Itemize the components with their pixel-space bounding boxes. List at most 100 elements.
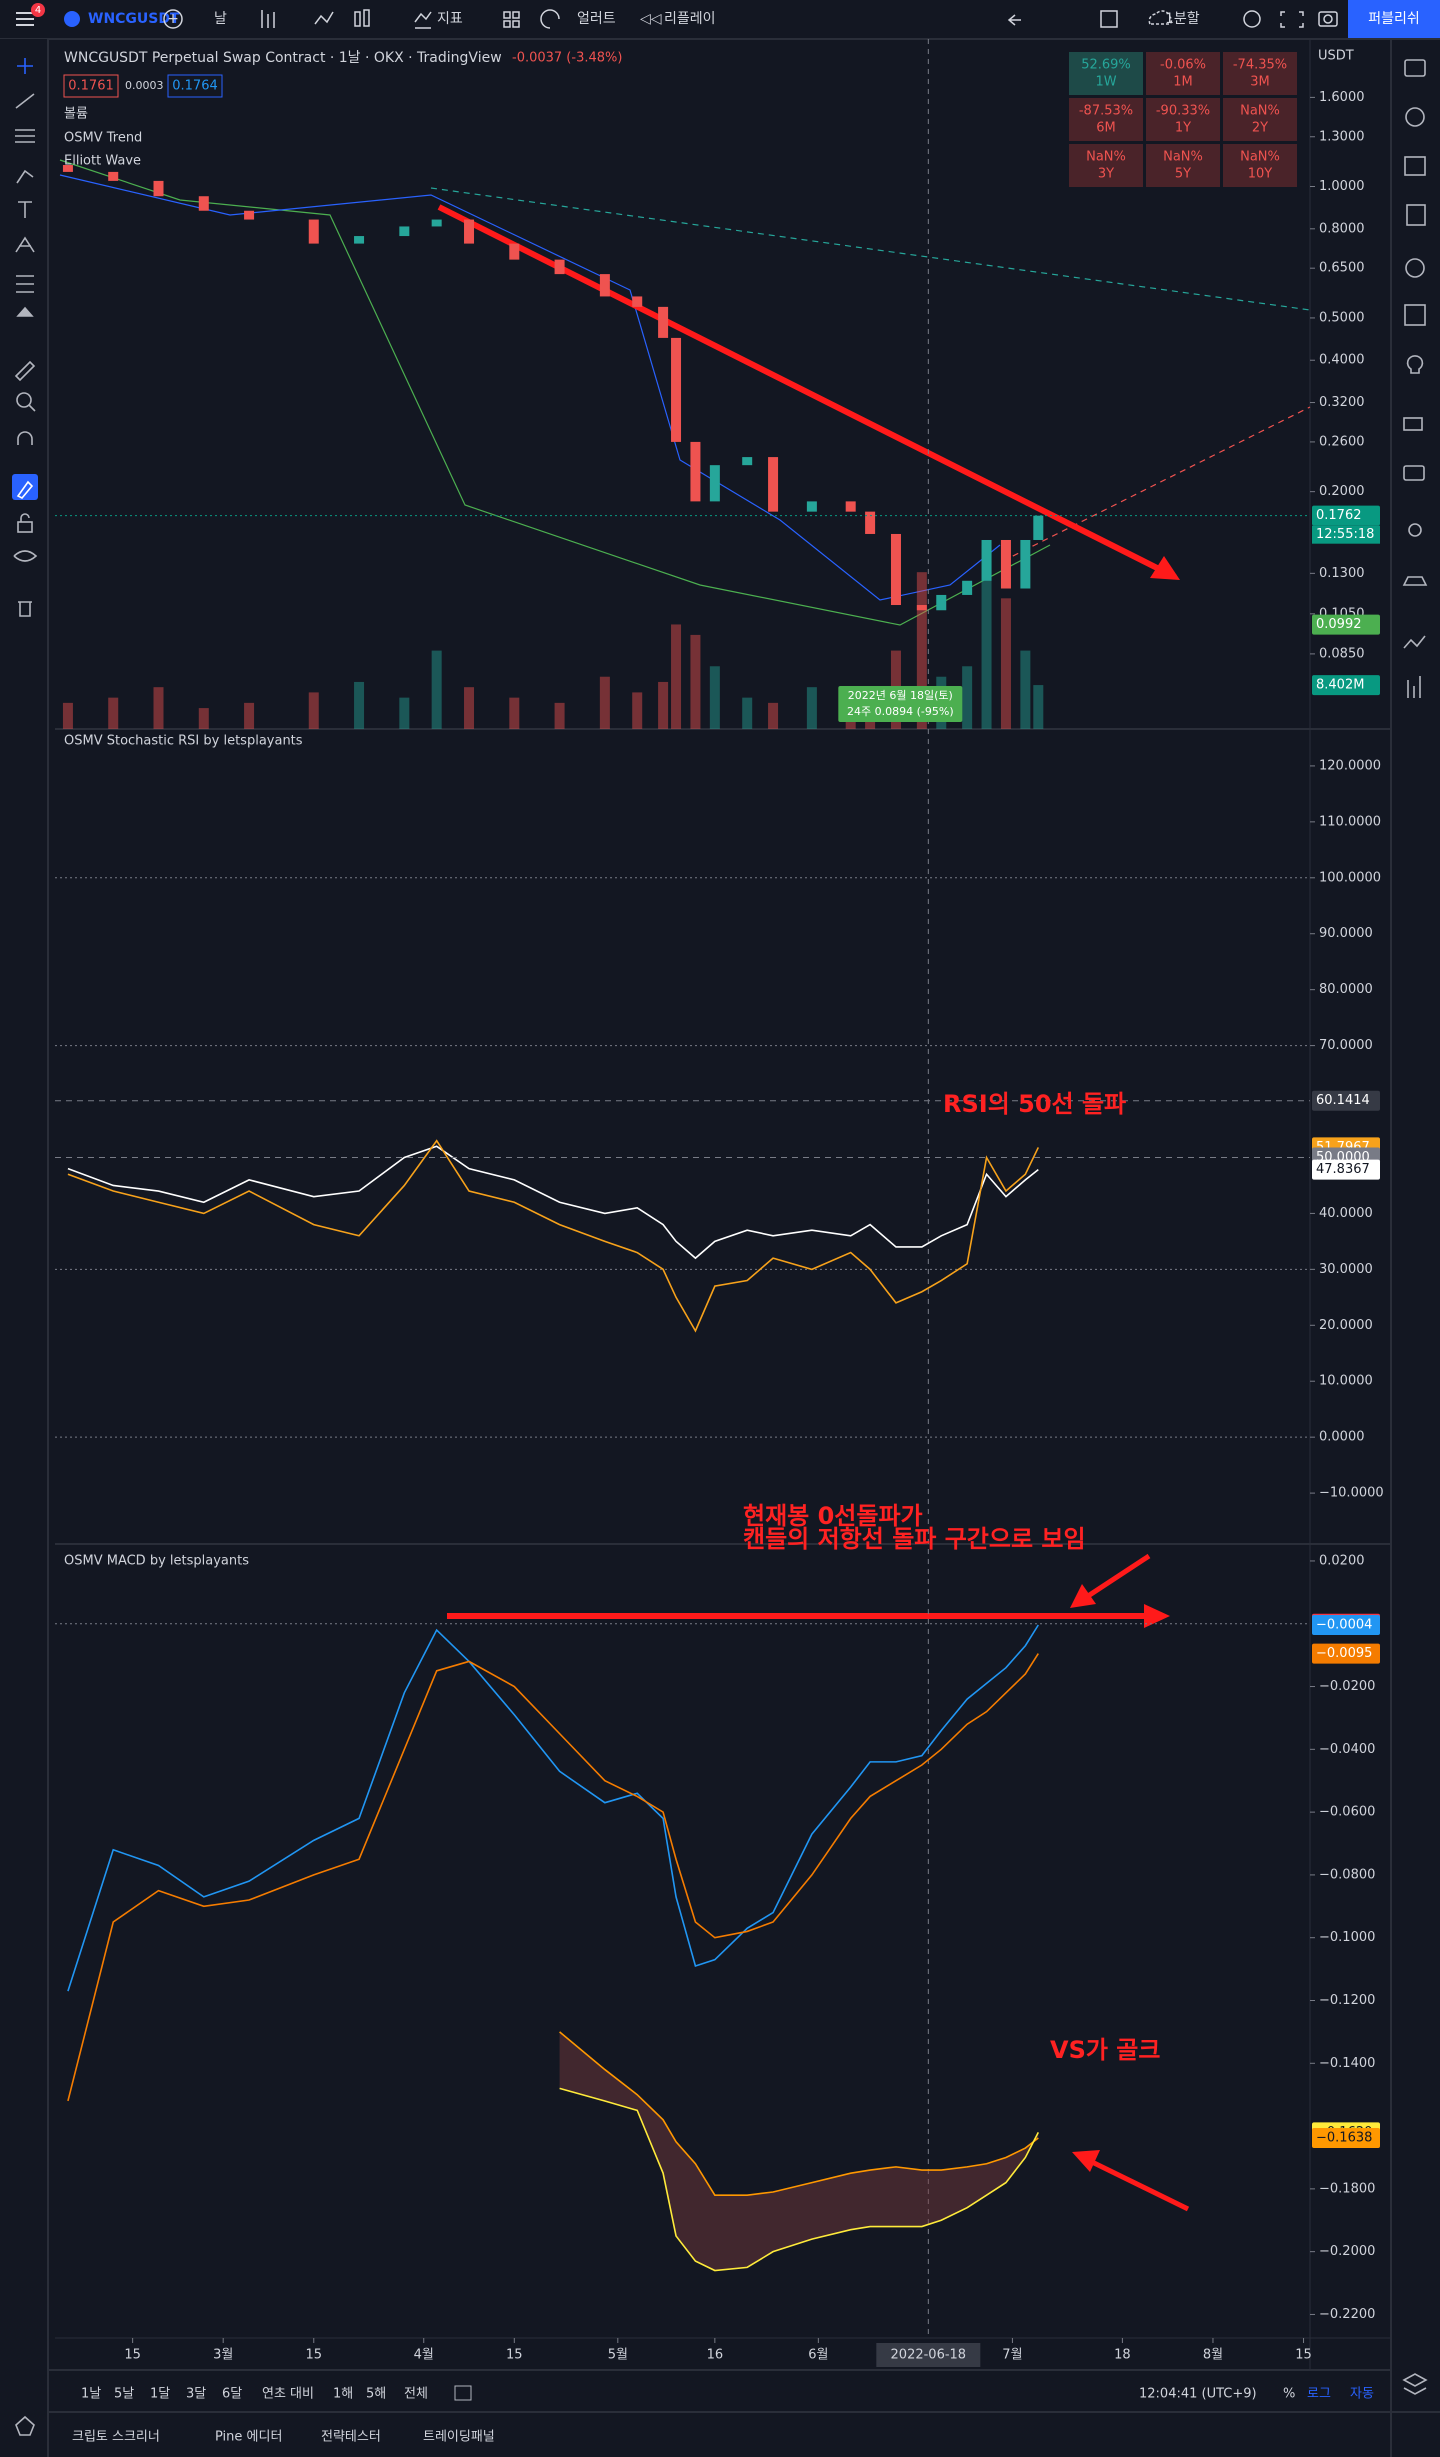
price-badge-label: 47.8367 xyxy=(1316,1162,1370,1177)
replay[interactable]: 리플레이 xyxy=(664,11,716,27)
candle-body xyxy=(509,243,520,260)
bottom-tab[interactable]: 전략테스터 xyxy=(321,2430,381,2445)
interval[interactable]: 날 xyxy=(214,11,227,27)
candle-body xyxy=(981,539,992,581)
volume-bar xyxy=(1020,650,1031,729)
candle-body xyxy=(599,274,610,297)
y-tick-label: 0.5000 xyxy=(1319,310,1365,325)
performance-cell xyxy=(1223,52,1297,95)
volume-bar xyxy=(1033,685,1044,729)
log-toggle[interactable]: 로그 xyxy=(1307,2387,1331,2402)
volume-bar xyxy=(354,681,365,729)
y-tick-label: 0.2000 xyxy=(1319,484,1365,499)
add-symbol[interactable] xyxy=(163,9,183,29)
volume-bar xyxy=(671,624,682,729)
candle-body xyxy=(1033,515,1044,540)
indicators[interactable]: 지표 xyxy=(437,11,463,27)
user-drawings xyxy=(59,159,1311,2212)
performance-period: 1W xyxy=(1095,75,1116,90)
candle-body xyxy=(198,196,209,211)
percent-toggle[interactable]: % xyxy=(1283,2387,1295,2402)
candle-body xyxy=(108,171,119,181)
performance-value: NaN% xyxy=(1163,150,1203,165)
range-button[interactable]: 5날 xyxy=(114,2387,134,2402)
publish-button[interactable] xyxy=(1348,0,1440,38)
x-tick-label: 4월 xyxy=(414,2348,434,2363)
volume-bar xyxy=(198,708,209,729)
performance-value: NaN% xyxy=(1240,150,1280,165)
menu-icon[interactable] xyxy=(16,12,34,26)
volume-bar xyxy=(554,702,565,729)
chart-style-icons[interactable] xyxy=(261,9,1338,29)
notification-badge xyxy=(31,3,45,17)
y-tick-label: −10.0000 xyxy=(1319,1486,1384,1501)
candle-body xyxy=(806,501,817,512)
annotation: 현재봉 0선돌파가 xyxy=(743,1502,923,1530)
x-tick-label: 18 xyxy=(1114,2348,1131,2363)
candle-body xyxy=(845,501,856,512)
performance-cell xyxy=(1223,98,1297,141)
drawing-tools[interactable] xyxy=(12,58,38,2436)
auto-toggle[interactable]: 자동 xyxy=(1350,2387,1374,2402)
x-tick-label: 15 xyxy=(506,2348,523,2363)
candle-body xyxy=(962,580,973,595)
x-tick-label: 3월 xyxy=(213,2348,233,2363)
y-tick-label: 0.4000 xyxy=(1319,353,1365,368)
candle-body xyxy=(399,226,410,237)
annotation: 캔들의 저항선 돌파 구간으로 보임 xyxy=(743,1525,1086,1553)
annotation: RSI의 50선 돌파 xyxy=(943,1090,1126,1118)
y-tick-label: 0.2600 xyxy=(1319,434,1365,449)
volume-bar xyxy=(632,692,643,729)
bottom-tab[interactable]: Pine 에디터 xyxy=(215,2430,282,2445)
badge-count: 4 xyxy=(35,5,41,16)
symbol[interactable]: WNCGUSDT xyxy=(88,11,180,27)
candle-body xyxy=(890,533,901,606)
side-panel-icons[interactable] xyxy=(1402,59,1428,2395)
range-button[interactable]: 연초 대비 xyxy=(262,2387,314,2402)
x-tick-label: 8월 xyxy=(1203,2348,1223,2363)
range-button[interactable]: 5해 xyxy=(366,2387,386,2402)
alert[interactable]: 얼러트 xyxy=(577,11,616,27)
x-tick-label: 15 xyxy=(305,2348,322,2363)
y-tick-label: −0.0600 xyxy=(1319,1805,1375,1820)
range-button[interactable]: 1해 xyxy=(333,2387,353,2402)
volume-badge-label: 8.402M xyxy=(1316,678,1364,693)
price-badge-label: 60.1414 xyxy=(1316,1093,1370,1108)
y-tick-label: −0.2200 xyxy=(1319,2307,1375,2322)
price-badge xyxy=(1312,1159,1380,1180)
performance-value: -87.53% xyxy=(1079,104,1133,119)
bottom-tab[interactable]: 트레이딩패널 xyxy=(423,2430,495,2445)
range-button[interactable]: 6달 xyxy=(222,2387,242,2402)
y-tick-label: 1.6000 xyxy=(1319,90,1365,105)
volume-bar xyxy=(658,681,669,729)
performance-value: 52.69% xyxy=(1081,58,1131,73)
y-tick-label: 0.1300 xyxy=(1319,566,1365,581)
performance-value: NaN% xyxy=(1240,104,1280,119)
performance-value: -90.33% xyxy=(1156,104,1210,119)
performance-cell xyxy=(1069,52,1143,95)
series-line xyxy=(67,1624,1039,1992)
currency[interactable]: USDT xyxy=(1318,49,1354,64)
crosshair-info-box xyxy=(838,686,963,722)
volume-bar xyxy=(308,692,319,729)
range-button[interactable]: 전체 xyxy=(404,2387,428,2402)
y-tick-label: −0.0800 xyxy=(1319,1867,1375,1882)
y-tick-label: 0.0200 xyxy=(1319,1553,1365,1568)
range-button[interactable]: 1달 xyxy=(150,2387,170,2402)
performance-period: 2Y xyxy=(1252,121,1268,136)
volume-bar xyxy=(916,572,927,729)
y-tick-label: 0.3200 xyxy=(1319,395,1365,410)
y-tick-label: −0.0400 xyxy=(1319,1742,1375,1757)
range-button[interactable]: 3달 xyxy=(186,2387,206,2402)
layout[interactable]: 1분할 xyxy=(1165,11,1200,27)
range-button[interactable]: 1날 xyxy=(81,2387,101,2402)
crosshair-info: 24주 0.0894 (-95%) xyxy=(847,705,954,718)
performance-period: 1M xyxy=(1173,75,1193,90)
crosshair-date: 2022-06-18 xyxy=(891,2348,967,2363)
top-toolbar xyxy=(0,0,1440,39)
candle-body xyxy=(936,594,947,611)
date-range-icon[interactable] xyxy=(454,2385,472,2401)
candle-body xyxy=(244,210,255,220)
bottom-tab[interactable]: 크립토 스크리너 xyxy=(72,2430,160,2445)
